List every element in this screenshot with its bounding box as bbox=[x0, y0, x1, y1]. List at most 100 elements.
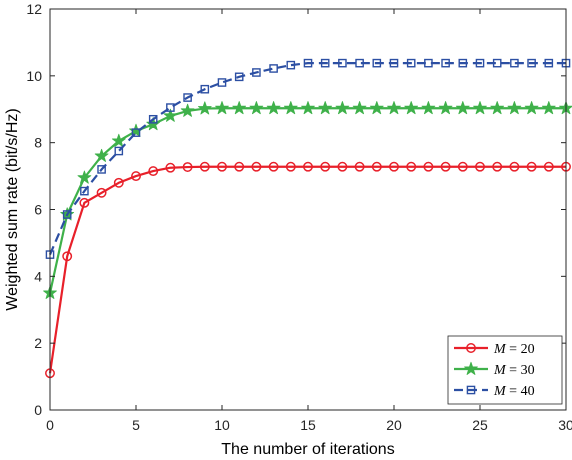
y-tick-label: 2 bbox=[34, 335, 42, 351]
axes: 0 5 10 15 20 25 30 0 2 4 6 8 10 12 bbox=[26, 1, 572, 433]
data-point bbox=[217, 78, 227, 87]
x-axis-label: The number of iterations bbox=[221, 441, 394, 458]
data-point bbox=[182, 162, 193, 173]
data-point bbox=[234, 72, 244, 82]
legend-label-var: M bbox=[493, 363, 507, 378]
legend-label-value: = 40 bbox=[506, 384, 535, 399]
data-point bbox=[509, 161, 520, 172]
data-point bbox=[473, 101, 487, 115]
legend-label: M = 20 bbox=[493, 342, 535, 357]
data-point bbox=[252, 68, 261, 77]
data-point bbox=[249, 101, 264, 115]
data-point bbox=[97, 165, 106, 174]
data-point bbox=[406, 58, 416, 68]
series-line-2 bbox=[48, 62, 566, 256]
series-2 bbox=[45, 58, 571, 259]
data-point bbox=[541, 101, 556, 115]
legend-label-value: = 20 bbox=[506, 342, 535, 357]
data-point bbox=[338, 58, 347, 68]
data-point bbox=[438, 101, 453, 115]
data-point bbox=[372, 58, 382, 68]
y-tick-label: 0 bbox=[34, 402, 42, 418]
legend-marker bbox=[466, 343, 476, 353]
x-tick-label: 20 bbox=[386, 417, 402, 433]
data-point bbox=[458, 58, 468, 68]
data-point bbox=[234, 161, 245, 172]
legend-label: M = 40 bbox=[493, 384, 535, 399]
data-point bbox=[389, 161, 399, 172]
data-point bbox=[423, 161, 434, 172]
legend-label-var: M bbox=[493, 384, 507, 399]
data-point bbox=[318, 101, 333, 115]
data-point bbox=[507, 101, 522, 115]
data-point bbox=[215, 101, 229, 115]
data-point bbox=[111, 133, 126, 147]
data-point bbox=[148, 166, 159, 177]
data-point bbox=[371, 161, 382, 172]
series-line-0 bbox=[48, 165, 566, 374]
data-point bbox=[131, 171, 141, 182]
data-point bbox=[163, 108, 178, 122]
legend-marker bbox=[466, 385, 476, 395]
series-1 bbox=[43, 101, 572, 299]
data-point bbox=[355, 58, 364, 68]
y-tick-label: 8 bbox=[34, 135, 42, 151]
data-point bbox=[475, 161, 485, 172]
x-tick-label: 10 bbox=[214, 417, 230, 433]
data-point bbox=[251, 161, 262, 172]
data-point bbox=[79, 197, 90, 208]
data-point bbox=[80, 186, 89, 196]
data-point bbox=[62, 251, 73, 262]
legend-label-var: M bbox=[493, 342, 507, 357]
x-tick-label: 15 bbox=[300, 417, 316, 433]
data-point bbox=[183, 93, 192, 102]
data-point bbox=[335, 101, 350, 115]
data-point bbox=[475, 58, 485, 68]
legend-item-2: M = 40 bbox=[454, 384, 535, 399]
data-point bbox=[199, 161, 210, 172]
data-point bbox=[543, 161, 554, 172]
legend-label-value: = 30 bbox=[506, 363, 535, 378]
x-tick-label: 25 bbox=[472, 417, 488, 433]
data-point bbox=[197, 101, 212, 115]
data-point bbox=[527, 58, 536, 68]
legend-marker bbox=[464, 361, 478, 375]
data-point bbox=[524, 101, 539, 115]
data-point bbox=[320, 58, 330, 68]
data-point bbox=[62, 210, 72, 219]
data-point bbox=[404, 101, 419, 115]
data-point bbox=[440, 161, 451, 172]
data-point bbox=[354, 161, 365, 172]
legend-item-1: M = 30 bbox=[454, 361, 535, 378]
x-tick-label: 0 bbox=[46, 417, 54, 433]
data-point bbox=[146, 117, 161, 131]
data-point bbox=[285, 161, 296, 172]
data-point bbox=[283, 101, 298, 115]
data-point bbox=[457, 161, 468, 172]
legend: M = 20M = 30M = 40 bbox=[447, 335, 563, 405]
data-point bbox=[268, 161, 279, 172]
data-point bbox=[166, 103, 175, 112]
data-point bbox=[544, 58, 554, 68]
y-tick-label: 6 bbox=[34, 202, 42, 218]
data-point bbox=[286, 60, 296, 70]
data-point bbox=[200, 84, 210, 94]
y-tick-label: 4 bbox=[34, 268, 42, 284]
data-point bbox=[526, 161, 537, 172]
data-point bbox=[114, 146, 124, 156]
data-point bbox=[180, 103, 195, 117]
data-point bbox=[369, 101, 384, 115]
data-point bbox=[266, 101, 281, 115]
y-axis-label: Weighted sum rate (bit/s/Hz) bbox=[4, 108, 21, 310]
data-point bbox=[165, 162, 176, 173]
y-tick-label: 12 bbox=[26, 1, 42, 17]
legend-label: M = 30 bbox=[493, 363, 535, 378]
data-point bbox=[96, 187, 107, 198]
data-point bbox=[232, 101, 247, 115]
data-point bbox=[269, 64, 278, 73]
data-point bbox=[492, 161, 503, 172]
data-point bbox=[217, 161, 227, 172]
data-point bbox=[490, 101, 505, 115]
data-point bbox=[94, 148, 109, 162]
